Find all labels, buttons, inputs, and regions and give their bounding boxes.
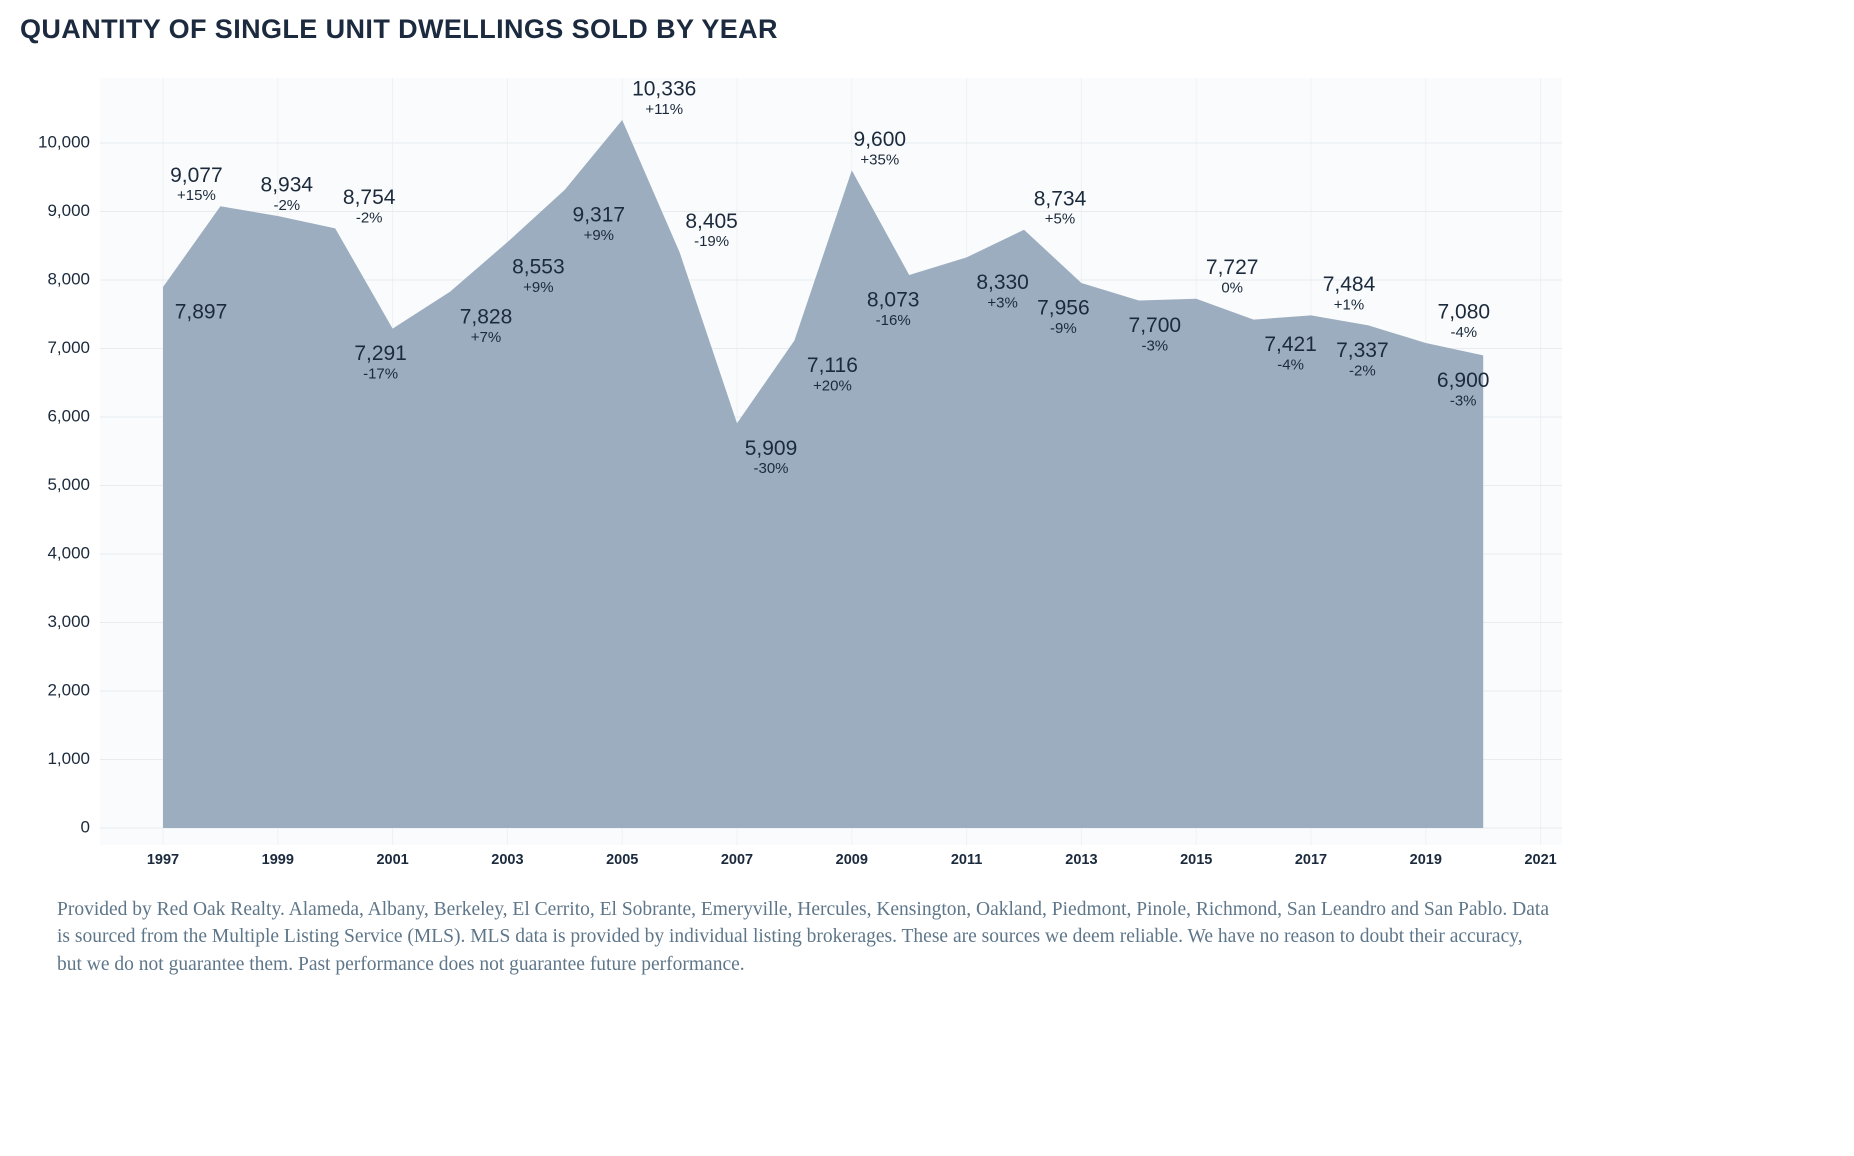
pct-label: +1% xyxy=(1334,296,1364,313)
y-axis-label: 10,000 xyxy=(38,132,90,151)
y-axis-label: 2,000 xyxy=(47,680,90,699)
value-label: 8,754 xyxy=(343,186,396,209)
pct-label: -30% xyxy=(753,460,788,477)
x-axis-label: 1997 xyxy=(147,852,179,868)
x-axis-label: 2007 xyxy=(721,852,753,868)
pct-label: +9% xyxy=(523,279,553,296)
y-axis-label: 3,000 xyxy=(47,612,90,631)
value-label: 8,073 xyxy=(867,289,920,312)
pct-label: -16% xyxy=(876,312,911,329)
value-label: 9,317 xyxy=(573,203,626,226)
value-label: 7,291 xyxy=(354,342,407,365)
area-chart: 0 1,000 2,000 3,000 4,000 5,000 6,000 7,000 8,00… xyxy=(38,78,1562,868)
pct-label: +35% xyxy=(860,151,899,168)
y-axis-label: 8,000 xyxy=(47,269,90,288)
x-axis-label: 2015 xyxy=(1180,852,1212,868)
value-label: 7,897 xyxy=(175,301,228,324)
x-axis-label: 2013 xyxy=(1065,852,1097,868)
pct-label: -4% xyxy=(1277,357,1304,374)
chart-title: QUANTITY OF SINGLE UNIT DWELLINGS SOLD B… xyxy=(20,14,778,44)
value-label: 8,553 xyxy=(512,256,565,279)
y-axis-label: 1,000 xyxy=(47,749,90,768)
x-axis-label: 2003 xyxy=(491,852,523,868)
x-axis-label: 2001 xyxy=(376,852,408,868)
value-label: 7,956 xyxy=(1037,297,1090,320)
value-label: 7,484 xyxy=(1323,273,1376,296)
value-label: 7,080 xyxy=(1438,301,1491,324)
pct-label: +20% xyxy=(813,378,852,395)
value-label: 10,336 xyxy=(632,78,696,101)
pct-label: +7% xyxy=(471,329,501,346)
x-axis-label: 2019 xyxy=(1410,852,1442,868)
pct-label: -2% xyxy=(356,209,383,226)
pct-label: +11% xyxy=(645,101,683,118)
x-axis-label: 2011 xyxy=(951,852,982,868)
value-label: 7,700 xyxy=(1129,314,1182,337)
value-label: 7,337 xyxy=(1336,339,1389,362)
value-label: 8,934 xyxy=(261,174,314,197)
x-axis-label: 2021 xyxy=(1524,852,1556,868)
pct-label: +15% xyxy=(177,187,216,204)
pct-label: -17% xyxy=(363,366,398,383)
x-axis-label: 2009 xyxy=(836,852,868,868)
pct-label: -3% xyxy=(1141,338,1168,355)
y-axis-label: 4,000 xyxy=(47,543,90,562)
area-shape xyxy=(163,119,1484,828)
value-label: 9,077 xyxy=(170,164,223,187)
pct-label: +5% xyxy=(1045,211,1075,228)
value-label: 7,828 xyxy=(460,305,513,328)
y-axis-label: 0 xyxy=(81,817,90,836)
pct-label: -4% xyxy=(1450,324,1477,341)
pct-label: -2% xyxy=(1349,362,1376,379)
pct-label: -3% xyxy=(1450,392,1477,409)
value-label: 5,909 xyxy=(745,437,798,460)
pct-label: +9% xyxy=(584,227,614,244)
x-axis-label: 1999 xyxy=(262,852,294,868)
y-axis-label: 9,000 xyxy=(47,201,90,220)
pct-label: +3% xyxy=(987,294,1017,311)
value-label: 7,727 xyxy=(1206,256,1259,279)
disclaimer-text: Provided by Red Oak Realty. Alameda, Alb… xyxy=(57,899,1549,975)
y-axis-label: 6,000 xyxy=(47,406,90,425)
y-axis-label: 7,000 xyxy=(47,338,90,357)
x-axis-label: 2005 xyxy=(606,852,638,868)
value-label: 8,734 xyxy=(1034,187,1087,210)
pct-label: 0% xyxy=(1221,280,1243,297)
pct-label: -2% xyxy=(273,197,300,214)
y-axis-label: 5,000 xyxy=(47,475,90,494)
value-label: 8,405 xyxy=(685,210,738,233)
x-axis-label: 2017 xyxy=(1295,852,1327,868)
pct-label: -9% xyxy=(1050,320,1077,337)
value-label: 7,421 xyxy=(1264,333,1317,356)
value-label: 9,600 xyxy=(854,128,907,151)
value-label: 6,900 xyxy=(1437,369,1490,392)
value-label: 8,330 xyxy=(976,271,1029,294)
pct-label: -19% xyxy=(694,233,729,250)
value-label: 7,116 xyxy=(807,354,858,377)
